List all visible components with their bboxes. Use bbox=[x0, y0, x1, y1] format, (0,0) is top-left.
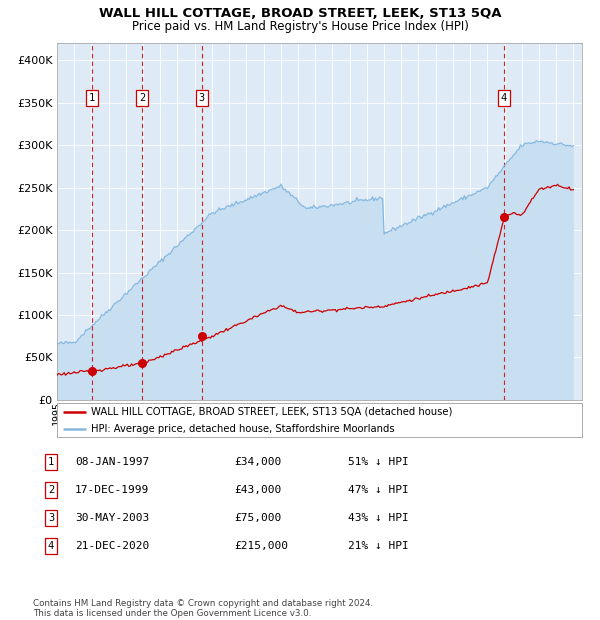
Text: £75,000: £75,000 bbox=[234, 513, 281, 523]
Text: 3: 3 bbox=[48, 513, 54, 523]
Text: £215,000: £215,000 bbox=[234, 541, 288, 551]
Text: 21% ↓ HPI: 21% ↓ HPI bbox=[348, 541, 409, 551]
Text: 08-JAN-1997: 08-JAN-1997 bbox=[75, 457, 149, 467]
Text: 4: 4 bbox=[48, 541, 54, 551]
Text: 1: 1 bbox=[89, 93, 95, 103]
Text: WALL HILL COTTAGE, BROAD STREET, LEEK, ST13 5QA: WALL HILL COTTAGE, BROAD STREET, LEEK, S… bbox=[99, 7, 501, 20]
Text: 21-DEC-2020: 21-DEC-2020 bbox=[75, 541, 149, 551]
Text: 1: 1 bbox=[48, 457, 54, 467]
Text: 43% ↓ HPI: 43% ↓ HPI bbox=[348, 513, 409, 523]
Text: 30-MAY-2003: 30-MAY-2003 bbox=[75, 513, 149, 523]
Text: 17-DEC-1999: 17-DEC-1999 bbox=[75, 485, 149, 495]
Text: 47% ↓ HPI: 47% ↓ HPI bbox=[348, 485, 409, 495]
Text: Contains HM Land Registry data © Crown copyright and database right 2024.
This d: Contains HM Land Registry data © Crown c… bbox=[33, 599, 373, 618]
Text: 2: 2 bbox=[48, 485, 54, 495]
Text: Price paid vs. HM Land Registry's House Price Index (HPI): Price paid vs. HM Land Registry's House … bbox=[131, 20, 469, 33]
Text: WALL HILL COTTAGE, BROAD STREET, LEEK, ST13 5QA (detached house): WALL HILL COTTAGE, BROAD STREET, LEEK, S… bbox=[91, 407, 452, 417]
Text: 3: 3 bbox=[199, 93, 205, 103]
Text: £43,000: £43,000 bbox=[234, 485, 281, 495]
Text: 4: 4 bbox=[501, 93, 507, 103]
Text: 51% ↓ HPI: 51% ↓ HPI bbox=[348, 457, 409, 467]
Text: HPI: Average price, detached house, Staffordshire Moorlands: HPI: Average price, detached house, Staf… bbox=[91, 423, 395, 433]
Text: 2: 2 bbox=[139, 93, 146, 103]
Text: £34,000: £34,000 bbox=[234, 457, 281, 467]
